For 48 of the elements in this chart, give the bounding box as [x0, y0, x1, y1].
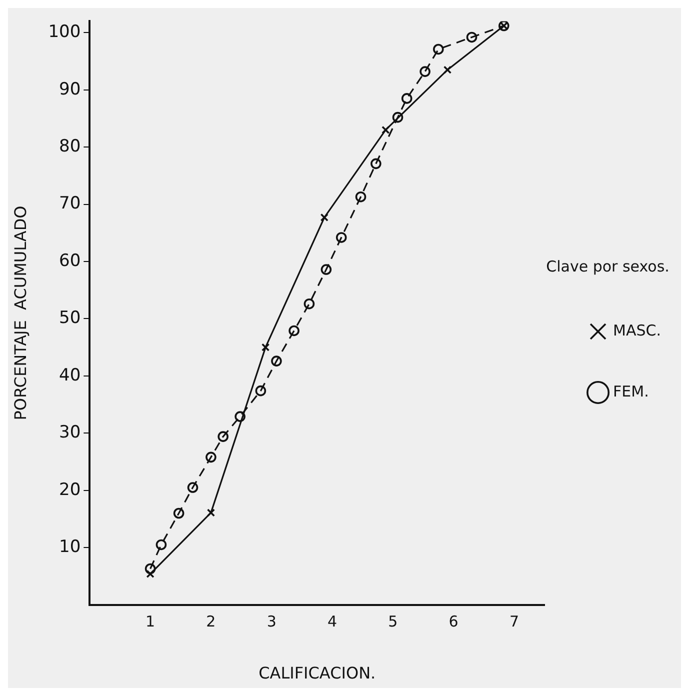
point — [401, 93, 412, 104]
point — [336, 232, 347, 243]
point — [370, 158, 382, 170]
point — [288, 325, 300, 336]
x-tick-label: 4 — [327, 612, 338, 631]
legend-label: FEM. — [613, 382, 649, 400]
y-tick-label: 20 — [59, 480, 81, 500]
y-tick-label: 30 — [59, 422, 81, 443]
y-tick-label: 90 — [59, 79, 81, 100]
y-tick-label: 40 — [59, 365, 81, 386]
point — [432, 44, 444, 55]
point — [218, 431, 228, 442]
point — [234, 411, 246, 422]
y-tick-label: 10 — [59, 537, 81, 558]
point — [146, 570, 154, 578]
x-tick-label: 6 — [448, 612, 458, 631]
x-tick-label: 7 — [509, 612, 519, 631]
point — [255, 385, 266, 396]
point — [304, 298, 315, 310]
legend-label: MASC. — [613, 321, 661, 340]
point — [320, 213, 328, 222]
x-tick-label: 5 — [388, 612, 398, 631]
y-axis-title: PORCENTAJE ACUMULADO — [10, 206, 30, 420]
point — [355, 191, 366, 202]
x-tick-label: 2 — [206, 612, 216, 631]
point — [382, 126, 390, 134]
y-tick-label: 70 — [59, 194, 81, 214]
point — [271, 356, 282, 366]
point — [466, 32, 478, 43]
x-tick-label: 3 — [266, 612, 276, 631]
y-tick-label: 50 — [59, 308, 81, 328]
point — [156, 539, 167, 550]
legend-title: Clave por sexos. — [546, 257, 670, 276]
point — [206, 508, 216, 517]
point — [144, 563, 156, 574]
y-tick-label: 80 — [59, 136, 81, 156]
point — [261, 343, 270, 352]
point — [392, 112, 404, 123]
point — [420, 66, 430, 77]
point — [173, 508, 184, 519]
point — [320, 264, 332, 275]
x-tick-label: 1 — [146, 612, 156, 631]
point — [443, 66, 452, 74]
point — [187, 482, 198, 493]
y-tick-label: 100 — [48, 22, 81, 42]
y-tick-label: 60 — [59, 250, 81, 271]
x-axis-title: CALIFICACION. — [258, 664, 376, 683]
point — [206, 452, 216, 463]
